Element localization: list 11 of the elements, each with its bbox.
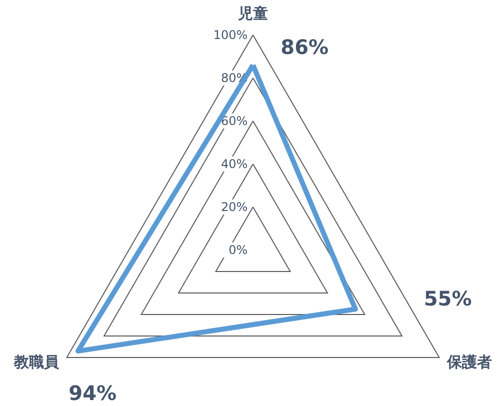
y-tick-label: 40% bbox=[220, 157, 248, 171]
spoke-label: 児童 bbox=[237, 4, 268, 22]
y-tick-label: 100% bbox=[213, 28, 248, 42]
y-tick-label: 20% bbox=[220, 200, 248, 214]
y-tick-label: 60% bbox=[220, 114, 248, 128]
text: 55% bbox=[424, 286, 472, 310]
text: 86% bbox=[280, 34, 329, 59]
y-tick-label: 0% bbox=[228, 243, 248, 257]
text: 94% bbox=[68, 381, 117, 406]
spoke-label: 保護者 bbox=[446, 352, 492, 371]
spoke-label: 教職員 bbox=[13, 352, 60, 371]
